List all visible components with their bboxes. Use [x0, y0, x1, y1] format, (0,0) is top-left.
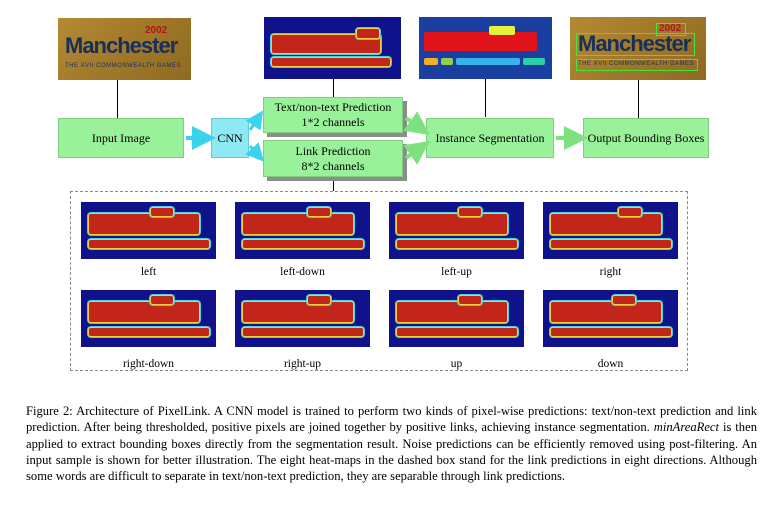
bbox-subtitle: [576, 59, 698, 71]
heatmap-blob: [89, 302, 199, 322]
photo-year: 2002: [145, 25, 168, 36]
connector-line: [333, 79, 334, 97]
link-prediction-box: Link Prediction 8*2 channels: [263, 140, 403, 177]
output-photo: 2002 Manchester THE XVII COMMONWEALTH GA…: [570, 17, 706, 80]
heatmap-down: [543, 290, 678, 347]
heatmap-label: right-down: [122, 358, 175, 370]
instance-segmentation-label: Instance Segmentation: [435, 130, 545, 145]
arrow-cnn-to-text: [245, 110, 263, 131]
heatmap-blob: [397, 214, 507, 234]
connector-line: [333, 177, 334, 191]
heatmap-label: right: [599, 266, 622, 278]
heatmap-right-down: [81, 290, 216, 347]
heatmap-blob: [89, 240, 209, 248]
heatmap-blob: [551, 240, 671, 248]
heatmap-label: right-up: [283, 358, 322, 370]
heatmap-blob: [243, 240, 363, 248]
bbox-year: [656, 23, 686, 36]
heatmap-blob: [551, 302, 661, 322]
heatmap-blob: [151, 296, 173, 304]
heatmap-up: [389, 290, 524, 347]
output-boxes-box: Output Bounding Boxes: [583, 118, 709, 158]
heatmap-blob: [151, 208, 173, 216]
caption-text-2: is then applied to extract bounding boxe…: [26, 420, 757, 484]
heatmap-blob: [89, 214, 199, 234]
input-image-box: Input Image: [58, 118, 184, 158]
output-photo-year: 2002: [659, 23, 682, 34]
heatmap-blob: [397, 240, 517, 248]
link-heatmaps-panel: [70, 191, 688, 371]
arrow-text-to-seg: [403, 111, 430, 135]
heatmap-label: left: [140, 266, 157, 278]
heatmap-label: left-down: [280, 266, 325, 278]
text-prediction-box: Text/non-text Prediction 1*2 channels: [263, 97, 403, 133]
photo-city: Manchester: [65, 33, 178, 58]
heatmap-blob: [397, 302, 507, 322]
heatmap-blob: [551, 214, 661, 234]
text-prediction-title: Text/non-text Prediction: [274, 100, 392, 114]
heatmap-blob: [459, 208, 481, 216]
connector-line: [638, 80, 639, 118]
heatmap-label: down: [597, 358, 624, 370]
cnn-label: CNN: [217, 130, 243, 145]
segmentation-map: [419, 17, 552, 79]
connector-line: [117, 80, 118, 118]
heatmap-blob: [613, 296, 635, 304]
heatmap-label: left-up: [441, 266, 472, 278]
link-prediction-title: Link Prediction: [295, 143, 371, 158]
link-prediction-channels: 8*2 channels: [301, 158, 365, 173]
input-image-label: Input Image: [91, 130, 151, 145]
heatmap-left-down: [235, 202, 370, 259]
caption-text-1: Figure 2: Architecture of PixelLink. A C…: [26, 404, 757, 435]
heatmap-blob: [89, 328, 209, 336]
text-prediction-channels: 1*2 channels: [301, 115, 365, 129]
heatmap-blob: [243, 328, 363, 336]
heatmap-right-up: [235, 290, 370, 347]
arrow-cnn-to-link: [245, 142, 264, 162]
photo-subtitle: THE XVII COMMONWEALTH GAMES: [65, 63, 182, 69]
figure-caption: Figure 2: Architecture of PixelLink. A C…: [26, 403, 757, 484]
input-photo: 2002 Manchester THE XVII COMMONWEALTH GA…: [58, 18, 191, 80]
arrow-link-to-seg: [403, 141, 430, 165]
output-photo-subtitle: THE XVII COMMONWEALTH GAMES: [578, 61, 695, 67]
connector-line: [485, 79, 486, 117]
heatmap-blob: [619, 208, 641, 216]
heatmap-left: [81, 202, 216, 259]
heatmap-blob: [397, 328, 517, 336]
heatmap-left-up: [389, 202, 524, 259]
text-prediction-heatmap: [264, 17, 401, 79]
bbox-city: [576, 33, 695, 56]
heatmap-blob: [551, 328, 671, 336]
heatmap-label: up: [450, 358, 463, 370]
heatmap-blob: [459, 296, 481, 304]
heatmap-right: [543, 202, 678, 259]
flow-arrows: [186, 110, 588, 165]
heatmap-blob: [243, 214, 353, 234]
heatmap-blob: [243, 302, 353, 322]
caption-emphasis: minAreaRect: [653, 420, 720, 435]
instance-segmentation-box: Instance Segmentation: [426, 118, 554, 158]
heatmap-blob: [308, 296, 330, 304]
output-boxes-label: Output Bounding Boxes: [587, 130, 705, 145]
heatmap-blob: [308, 208, 330, 216]
